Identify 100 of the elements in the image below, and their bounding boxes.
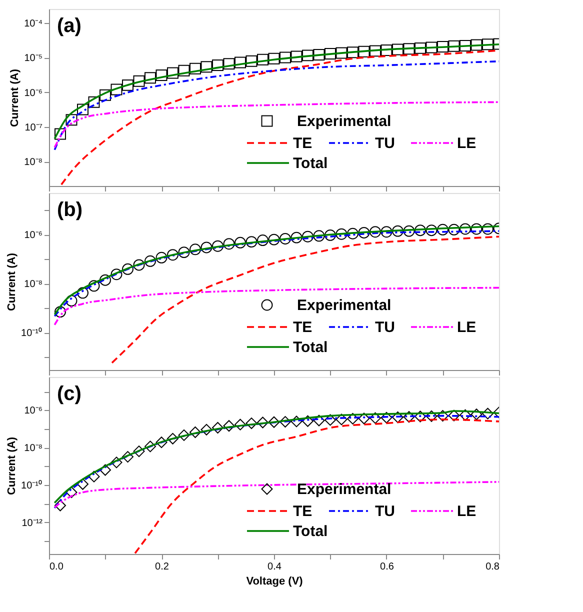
y-tick-label: 10⁻⁶ bbox=[24, 88, 42, 99]
point bbox=[212, 60, 224, 71]
y-tick-label: 10⁻⁶ bbox=[24, 230, 42, 242]
y-axis-title: Current (A) bbox=[6, 252, 18, 312]
point bbox=[280, 233, 291, 244]
point bbox=[470, 39, 482, 51]
x-tick-label: 0.4 bbox=[268, 562, 282, 572]
point bbox=[392, 44, 404, 56]
y-tick-label: 10⁻¹⁰ bbox=[21, 479, 42, 492]
point bbox=[246, 236, 258, 248]
line-series bbox=[54, 60, 499, 151]
point bbox=[110, 84, 122, 96]
point bbox=[403, 225, 415, 237]
point bbox=[437, 41, 448, 53]
point bbox=[54, 306, 66, 318]
x-tick-label: 0.2 bbox=[155, 562, 170, 572]
point bbox=[313, 49, 325, 61]
x-tick-label: 0.8 bbox=[486, 562, 500, 572]
point bbox=[460, 40, 471, 52]
point bbox=[302, 50, 314, 62]
point bbox=[403, 43, 415, 55]
point bbox=[144, 255, 156, 267]
point bbox=[448, 40, 460, 52]
point bbox=[122, 263, 134, 275]
legend-label: Experimental bbox=[297, 297, 392, 314]
point bbox=[133, 259, 145, 271]
point bbox=[426, 224, 438, 236]
point bbox=[144, 72, 156, 84]
point bbox=[212, 240, 224, 252]
point bbox=[190, 62, 201, 74]
point bbox=[336, 47, 348, 59]
point bbox=[482, 223, 494, 235]
annotation: (a) bbox=[57, 15, 82, 37]
y-tick-label: 10⁻⁶ bbox=[24, 406, 42, 417]
point bbox=[100, 89, 111, 101]
legend-label: LE bbox=[457, 503, 476, 520]
x-tick-label: 0.0 bbox=[50, 562, 64, 572]
legend-label: TE bbox=[293, 135, 312, 152]
point bbox=[223, 238, 235, 250]
point bbox=[200, 61, 212, 73]
point bbox=[178, 246, 190, 258]
legend-label: Total bbox=[293, 523, 328, 540]
annotation: (b) bbox=[57, 199, 83, 221]
legend-label: TU bbox=[375, 319, 395, 336]
x-tick-label: 0.6 bbox=[380, 562, 394, 572]
point bbox=[223, 58, 235, 70]
legend-label: TE bbox=[293, 319, 312, 336]
point bbox=[66, 114, 78, 126]
point bbox=[324, 48, 336, 60]
point bbox=[370, 226, 381, 238]
point bbox=[280, 52, 291, 64]
point bbox=[246, 55, 258, 67]
point bbox=[200, 242, 212, 254]
point bbox=[380, 226, 392, 238]
point bbox=[234, 236, 246, 248]
point bbox=[448, 224, 460, 236]
y-tick-label: 10⁻⁸ bbox=[24, 279, 42, 290]
legend-label: TU bbox=[375, 503, 395, 520]
point bbox=[257, 54, 268, 66]
y-tick-label: 10⁻⁵ bbox=[24, 53, 42, 64]
point bbox=[426, 42, 438, 54]
y-tick-label: 10⁻⁷ bbox=[24, 122, 43, 134]
point bbox=[460, 223, 471, 235]
point bbox=[358, 46, 370, 58]
y-axis-title: Current (A) bbox=[9, 68, 22, 128]
point bbox=[122, 79, 134, 91]
point bbox=[470, 223, 482, 235]
point bbox=[268, 52, 280, 64]
point bbox=[257, 234, 268, 246]
point bbox=[133, 75, 145, 87]
point bbox=[324, 229, 336, 241]
line-series bbox=[111, 236, 499, 364]
point bbox=[313, 230, 325, 242]
legend-label: Experimental bbox=[297, 113, 392, 130]
point bbox=[110, 268, 122, 280]
legend-label: LE bbox=[457, 319, 476, 336]
legend-label: Total bbox=[293, 339, 328, 356]
y-tick-label: 10⁻⁴ bbox=[24, 18, 42, 30]
point bbox=[302, 230, 314, 242]
point bbox=[156, 252, 168, 264]
point bbox=[482, 38, 494, 50]
point bbox=[88, 280, 100, 292]
legend-label: Total bbox=[293, 155, 328, 172]
point bbox=[77, 104, 88, 116]
point bbox=[54, 128, 66, 140]
point bbox=[290, 232, 302, 244]
point bbox=[336, 228, 348, 240]
point bbox=[380, 44, 392, 56]
legend-label: LE bbox=[457, 135, 476, 152]
y-tick-label: 10⁻⁸ bbox=[24, 157, 42, 168]
y-tick-label: 10⁻¹⁰ bbox=[21, 327, 42, 340]
point bbox=[88, 96, 100, 108]
point bbox=[77, 287, 88, 299]
annotation: (c) bbox=[57, 383, 82, 405]
point bbox=[167, 67, 178, 79]
legend-label: TE bbox=[293, 503, 312, 520]
x-axis-title: Voltage (V) bbox=[246, 576, 304, 588]
point bbox=[437, 224, 448, 236]
point bbox=[178, 64, 190, 76]
point bbox=[66, 295, 78, 307]
